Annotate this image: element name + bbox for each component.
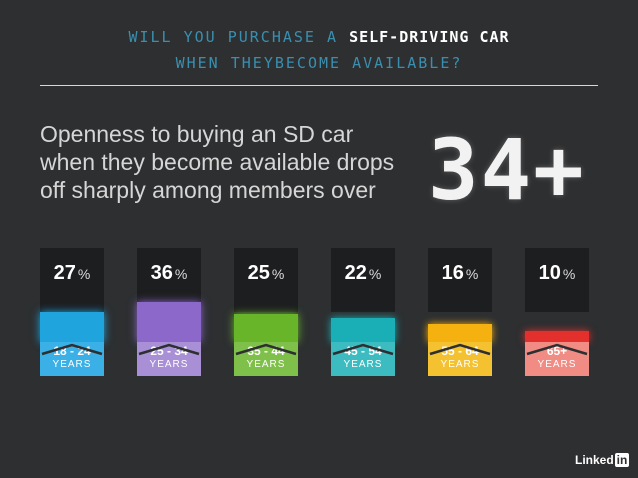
bar-card-2: 36% 25 - 34 YEARS xyxy=(137,248,201,376)
question-line-2: WHEN THEYBECOME AVAILABLE? xyxy=(175,54,463,72)
value-number: 16 xyxy=(441,262,464,284)
value-number: 10 xyxy=(538,262,561,284)
category-suffix: YEARS xyxy=(52,359,92,370)
bar xyxy=(234,314,298,342)
bar xyxy=(525,331,589,342)
question-prefix: WILL YOU PURCHASE A xyxy=(128,28,339,46)
category-label: 18 - 24 YEARS xyxy=(40,342,104,376)
headline-line-1: Openness to buying an SD car xyxy=(40,121,354,147)
value-suffix: % xyxy=(271,266,285,282)
category-label: 55 - 64 YEARS xyxy=(428,342,492,376)
logo-text: Linked xyxy=(575,453,614,467)
bar xyxy=(331,318,395,342)
chevron-icon xyxy=(41,343,103,356)
bar xyxy=(137,302,201,342)
bar-card-background xyxy=(137,248,201,312)
bar xyxy=(40,312,104,342)
bar-card-5: 16% 55 - 64 YEARS xyxy=(428,248,492,376)
question-highlight: SELF-DRIVING CAR xyxy=(349,28,510,46)
value-label: 16% xyxy=(428,262,492,285)
category-label: 45 - 54 YEARS xyxy=(331,342,395,376)
bar-card-4: 22% 45 - 54 YEARS xyxy=(331,248,395,376)
question-header: WILL YOU PURCHASE A SELF-DRIVING CAR WHE… xyxy=(0,28,638,72)
headline-line-3: off sharply among members over xyxy=(40,177,376,203)
question-line-1: WILL YOU PURCHASE A SELF-DRIVING CAR xyxy=(0,28,638,46)
value-suffix: % xyxy=(368,266,382,282)
value-suffix: % xyxy=(465,266,479,282)
value-label: 22% xyxy=(331,262,395,285)
value-label: 36% xyxy=(137,262,201,285)
value-number: 27 xyxy=(53,262,76,284)
bar-card-background xyxy=(331,248,395,312)
category-label: 35 - 44 YEARS xyxy=(234,342,298,376)
value-suffix: % xyxy=(562,266,576,282)
big-number: 34+ xyxy=(428,121,586,219)
value-label: 10% xyxy=(525,262,589,285)
chevron-icon xyxy=(429,343,491,356)
value-number: 22 xyxy=(344,262,367,284)
value-number: 25 xyxy=(247,262,270,284)
bar-card-background xyxy=(428,248,492,312)
bar xyxy=(428,324,492,342)
headline-line-2: when they become available drops xyxy=(40,149,395,175)
category-label: 65+ YEARS xyxy=(525,342,589,376)
divider-rule xyxy=(40,85,598,86)
logo-box: in xyxy=(614,453,630,467)
linkedin-logo: Linked in xyxy=(575,453,630,467)
bar-card-background xyxy=(40,248,104,312)
bar-card-background xyxy=(234,248,298,312)
chevron-icon xyxy=(138,343,200,356)
value-number: 36 xyxy=(150,262,173,284)
value-label: 25% xyxy=(234,262,298,285)
bar-card-3: 25% 35 - 44 YEARS xyxy=(234,248,298,376)
chevron-icon xyxy=(235,343,297,356)
bar-card-1: 27% 18 - 24 YEARS xyxy=(40,248,104,376)
bar-card-6: 10% 65+ YEARS xyxy=(525,248,589,376)
category-suffix: YEARS xyxy=(149,359,189,370)
bar-card-background xyxy=(525,248,589,312)
value-suffix: % xyxy=(174,266,188,282)
chevron-icon xyxy=(332,343,394,356)
category-suffix: YEARS xyxy=(537,359,577,370)
value-label: 27% xyxy=(40,262,104,285)
category-label: 25 - 34 YEARS xyxy=(137,342,201,376)
chevron-icon xyxy=(526,343,588,356)
category-suffix: YEARS xyxy=(246,359,286,370)
category-suffix: YEARS xyxy=(343,359,383,370)
value-suffix: % xyxy=(77,266,91,282)
headline: Openness to buying an SD car when they b… xyxy=(40,120,430,204)
category-suffix: YEARS xyxy=(440,359,480,370)
